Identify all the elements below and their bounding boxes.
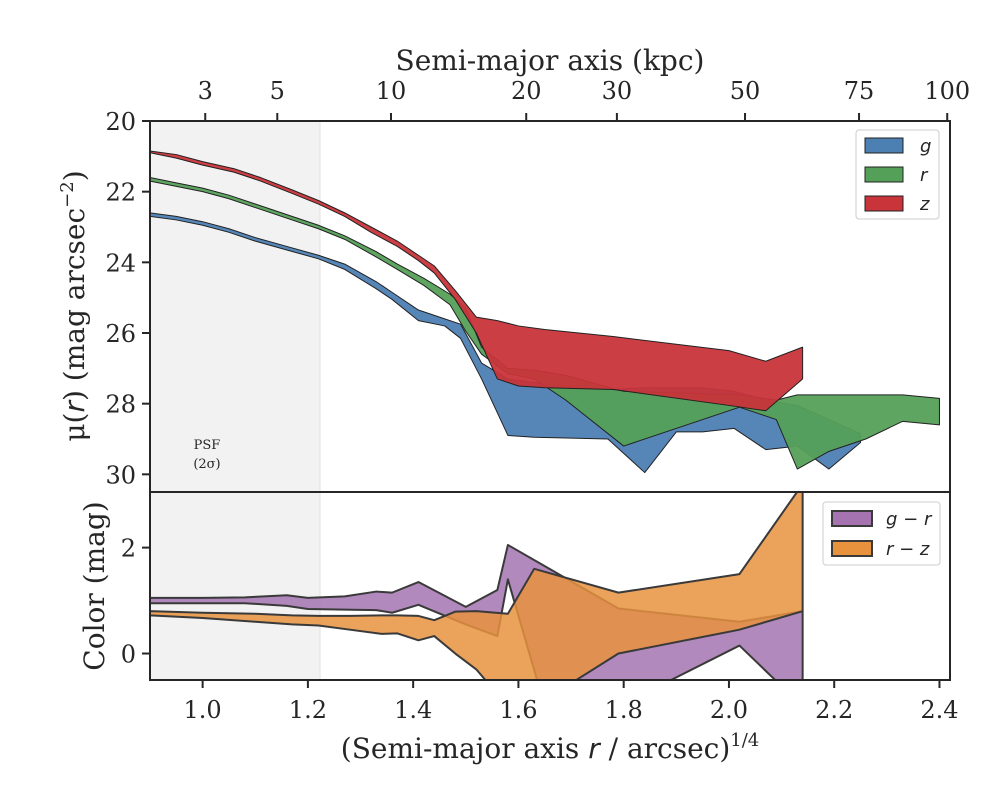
top-axis-title: Semi-major axis (kpc) [396,44,705,77]
color-axis-title: Color (mag) [78,501,111,670]
mu-axis-ticks: 20 22 24 26 28 30 [105,108,150,489]
mu-tick-label: 20 [105,108,136,136]
psf-shaded-region [150,121,320,492]
color-axis-ticks: 02 [121,535,150,669]
kpc-tick-label: 20 [511,77,542,105]
radius-tick-label: 1.2 [289,696,327,724]
legend-label-g: g [920,136,931,157]
radius-axis-title: (Semi-major axis r / arcsec)1/4 [341,730,759,765]
legend-swatch-g [864,137,904,154]
psf-sigma-label: (2σ) [193,457,220,472]
mu-tick-label: 22 [105,179,136,207]
kpc-tick-label: 5 [270,77,285,105]
mu-tick-label: 28 [105,391,136,419]
radius-tick-label: 1.6 [499,696,537,724]
top-legend: grz [855,129,940,220]
color-tick-label: 0 [121,641,136,669]
kpc-tick-label: 3 [198,77,213,105]
color-bands [150,492,804,680]
legend-label-z: z [919,194,930,215]
mu-tick-label: 30 [105,461,136,489]
radius-tick-label: 1.8 [605,696,643,724]
psf-shaded-region-color [150,492,320,680]
radius-axis-ticks: 1.0 1.2 1.4 1.6 1.8 2.0 2.2 2.4 [184,680,959,724]
radius-tick-label: 2.2 [815,696,853,724]
radius-tick-label: 1.4 [394,696,432,724]
legend-swatch-r [864,166,904,183]
kpc-tick-label: 50 [730,77,761,105]
color-r-z-band [150,492,804,680]
radius-tick-label: 2.4 [920,696,958,724]
surface-brightness-bands [150,150,940,474]
legend-swatch-color-1 [831,540,873,557]
psf-label: PSF [194,438,221,453]
mu-z-band [150,150,804,412]
legend-label-color-1: r − z [886,539,930,560]
kpc-tick-label: 30 [602,77,633,105]
kpc-tick-label: 100 [924,77,970,105]
legend-label-r: r [920,165,929,186]
bottom-axes-frame [149,491,951,681]
kpc-tick-label: 10 [376,77,407,105]
mu-tick-label: 26 [105,320,136,348]
color-tick-label: 2 [121,535,136,563]
radius-tick-label: 2.0 [710,696,748,724]
mu-tick-label: 24 [105,249,136,277]
bottom-legend: g − r r − z [822,501,941,566]
kpc-tick-label: 75 [844,77,875,105]
legend-swatch-color-0 [831,510,873,527]
legend-swatch-z [864,195,904,212]
kpc-axis-ticks: 3 5 10 20 30 50 75 100 [198,77,970,121]
mu-axis-title: μ(r) (mag arcsec−2) [57,170,91,441]
radius-tick-label: 1.0 [184,696,222,724]
legend-label-color-0: g − r [886,509,933,530]
